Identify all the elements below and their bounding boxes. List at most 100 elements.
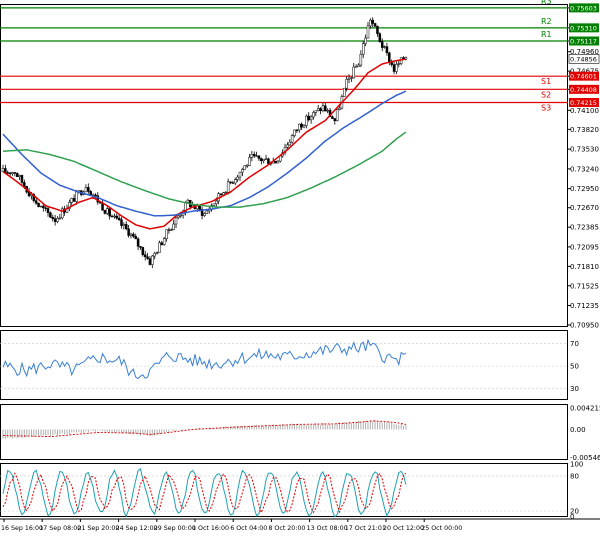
- candle: [200, 206, 204, 220]
- candle: [383, 45, 386, 49]
- candle-body: [312, 112, 315, 118]
- candle: [331, 115, 334, 119]
- candle-body: [46, 208, 50, 214]
- time-axis-tick-label: 25 Oct 00:00: [421, 525, 462, 532]
- candle: [51, 214, 55, 222]
- candle-body: [158, 242, 161, 253]
- candle-body: [335, 109, 339, 122]
- candle: [264, 154, 268, 161]
- price-axis-tick-label: 0.72095: [570, 243, 599, 251]
- candle-body: [373, 23, 377, 27]
- candle: [371, 17, 374, 28]
- candle: [326, 108, 329, 114]
- candle-body: [37, 202, 40, 207]
- candle-body: [8, 172, 12, 175]
- candle-body: [148, 258, 152, 265]
- candle: [248, 154, 251, 166]
- candle: [117, 214, 121, 222]
- candle: [177, 215, 180, 220]
- candle: [113, 213, 116, 219]
- candle-body: [160, 242, 164, 245]
- candle-body: [241, 169, 244, 173]
- candle-body: [274, 160, 277, 164]
- price-axis-tick-label: 0.74675: [570, 68, 599, 76]
- macd-axis-tick-label: 0.00: [570, 426, 586, 434]
- candle: [151, 254, 154, 269]
- level-price-tag-r3: [569, 3, 599, 13]
- candle: [260, 157, 263, 165]
- candle-body: [39, 205, 43, 208]
- candle: [37, 202, 40, 208]
- candle-body: [49, 212, 52, 218]
- candle: [49, 211, 52, 218]
- candle: [15, 172, 19, 177]
- candle: [103, 209, 107, 215]
- level-label-r2: R2: [541, 17, 552, 26]
- candle-body: [250, 154, 254, 158]
- candle-body: [72, 198, 76, 202]
- candle-body: [333, 118, 337, 122]
- candle: [316, 104, 320, 112]
- candle: [335, 107, 339, 122]
- candle-body: [276, 160, 280, 164]
- candle-body: [20, 175, 24, 183]
- candle: [385, 42, 389, 56]
- candle: [262, 158, 265, 164]
- candle: [120, 217, 123, 229]
- candle-body: [390, 62, 393, 65]
- candle-body: [212, 203, 216, 206]
- candle-body: [338, 107, 341, 110]
- price-axis-tick-label: 0.71810: [570, 263, 599, 271]
- candle: [312, 110, 315, 120]
- stoch-d-line: [2, 472, 407, 515]
- level-price-tag-r2: [569, 23, 599, 33]
- candle-body: [352, 66, 356, 79]
- candle-body: [397, 63, 401, 65]
- candle: [70, 197, 73, 206]
- candle-body: [314, 110, 318, 113]
- candle-body: [288, 141, 292, 146]
- candle-body: [264, 158, 268, 160]
- candle: [129, 232, 133, 239]
- candle: [255, 151, 258, 157]
- stoch-pane-frame: [0, 463, 568, 517]
- candle: [134, 233, 137, 240]
- level-label-r3: R3: [541, 0, 552, 6]
- candle-body: [262, 159, 265, 162]
- candle-body: [186, 199, 190, 203]
- candle-body: [42, 205, 45, 209]
- candle: [115, 213, 119, 220]
- candle-body: [6, 172, 9, 174]
- candle-body: [376, 26, 379, 34]
- candle: [343, 87, 346, 97]
- candle: [158, 240, 161, 253]
- candle: [132, 232, 135, 238]
- level-price-tag-s2: [569, 84, 599, 94]
- candle: [212, 203, 216, 206]
- candle: [229, 181, 232, 185]
- time-axis-tick-label: 17 Oct 21:01: [345, 525, 386, 532]
- candle: [61, 206, 64, 220]
- price-axis-tick-label: 0.71525: [570, 282, 599, 290]
- candle-body: [129, 233, 133, 236]
- stoch-axis-tick-label: 100: [570, 461, 583, 469]
- level-price-tag-s3: [569, 97, 599, 107]
- candle: [257, 155, 261, 161]
- candle-body: [395, 64, 398, 72]
- candle-body: [361, 43, 365, 55]
- candle-body: [350, 77, 353, 79]
- candle: [305, 114, 308, 129]
- candle: [390, 59, 393, 67]
- candle: [20, 174, 24, 185]
- level-price-tag-text-s2: 0.74408: [570, 86, 597, 94]
- candle: [376, 25, 379, 37]
- candle-body: [84, 187, 88, 193]
- macd-pane-frame: [0, 404, 568, 460]
- candle-body: [139, 246, 142, 248]
- candle: [352, 63, 356, 79]
- candle: [146, 252, 149, 260]
- candle-body: [215, 200, 218, 205]
- candle: [276, 159, 280, 164]
- candle: [139, 245, 142, 250]
